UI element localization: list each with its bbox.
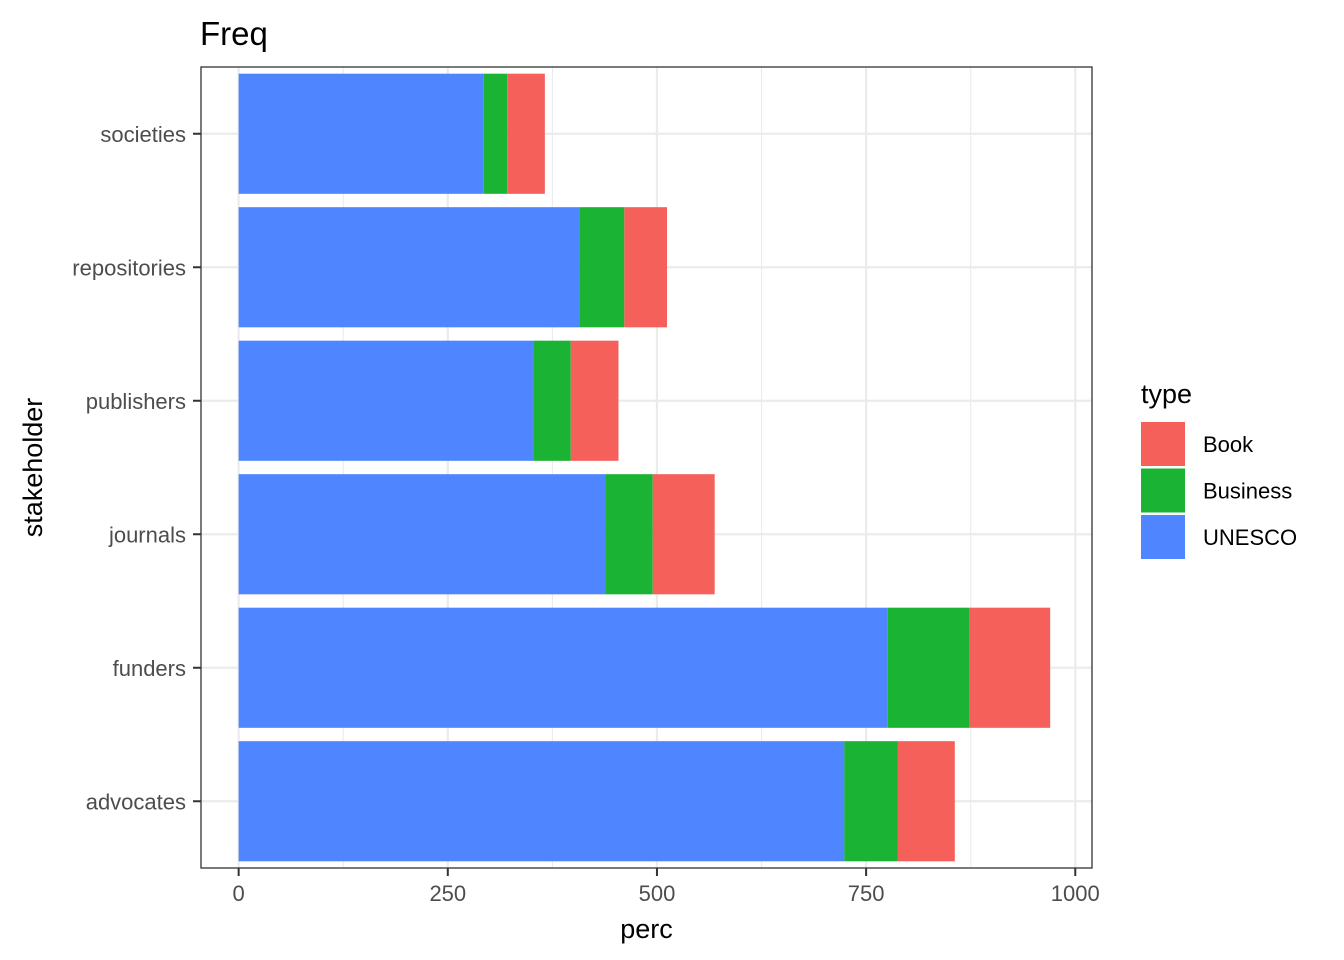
bar-societies-business xyxy=(483,73,508,194)
legend-label-business: Business xyxy=(1203,479,1292,504)
legend-key-business xyxy=(1141,468,1185,513)
bar-publishers-unesco xyxy=(238,340,534,461)
bar-advocates-book xyxy=(897,741,955,862)
bar-publishers-book xyxy=(570,340,619,461)
bar-journals-unesco xyxy=(238,474,606,595)
bars xyxy=(238,73,1051,862)
bar-publishers-business xyxy=(533,340,571,461)
x-tick-label: 500 xyxy=(639,881,676,906)
legend-label-unesco: UNESCO xyxy=(1203,525,1297,550)
x-tick-label: 250 xyxy=(429,881,466,906)
bar-journals-business xyxy=(605,474,653,595)
y-tick-label: advocates xyxy=(86,789,186,814)
y-tick-label: publishers xyxy=(86,389,186,414)
plot-background xyxy=(201,67,1092,868)
legend-title: type xyxy=(1141,379,1192,409)
y-axis: advocates funders journals publishers reposi… xyxy=(72,122,201,814)
x-axis: 0 250 500 750 1000 xyxy=(233,868,1100,906)
bar-societies-unesco xyxy=(238,73,484,194)
y-tick-label: funders xyxy=(113,656,186,681)
bar-funders-business xyxy=(887,607,970,728)
x-axis-title: perc xyxy=(620,914,673,944)
bar-advocates-unesco xyxy=(238,741,845,862)
legend-label-book: Book xyxy=(1203,432,1254,457)
y-tick-label: repositories xyxy=(72,255,186,280)
bar-societies-book xyxy=(507,73,545,194)
bar-repositories-unesco xyxy=(238,207,580,328)
plot-panel-border xyxy=(200,66,1093,869)
bar-repositories-book xyxy=(624,207,667,328)
y-tick-label: societies xyxy=(100,122,186,147)
chart-title: Freq xyxy=(200,15,268,52)
bar-repositories-business xyxy=(579,207,625,328)
x-tick-label: 1000 xyxy=(1051,881,1100,906)
bar-funders-unesco xyxy=(238,607,888,728)
bar-funders-book xyxy=(969,607,1051,728)
bar-advocates-business xyxy=(844,741,898,862)
x-tick-label: 0 xyxy=(233,881,245,906)
legend: type Book Business UNESCO xyxy=(1141,379,1297,559)
bar-journals-book xyxy=(652,474,715,595)
y-tick-label: journals xyxy=(108,522,186,547)
legend-key-unesco xyxy=(1141,515,1185,559)
legend-key-book xyxy=(1141,422,1185,466)
x-tick-label: 750 xyxy=(848,881,885,906)
y-axis-title: stakeholder xyxy=(18,398,48,538)
